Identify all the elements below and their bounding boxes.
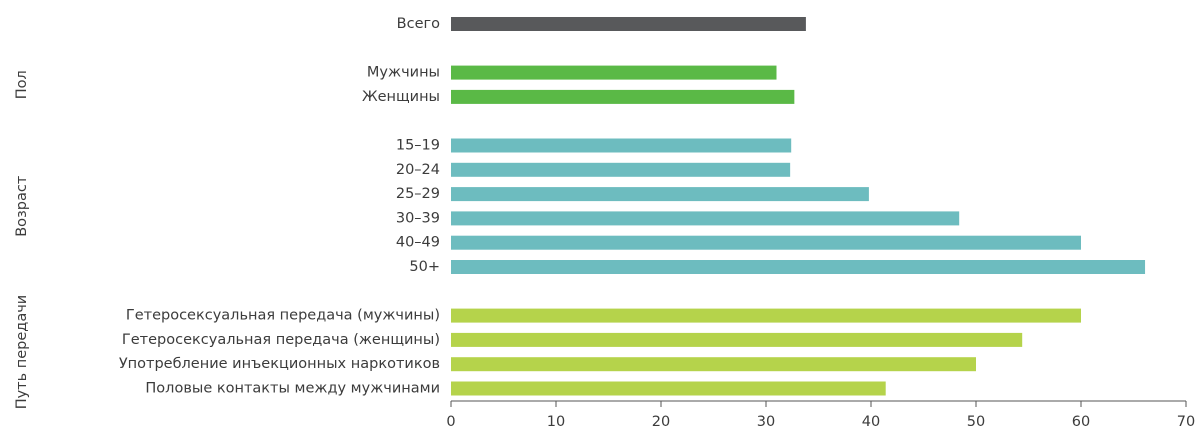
x-tick-label: 70 (1177, 414, 1195, 430)
bar (451, 187, 869, 202)
bar (451, 17, 806, 31)
x-tick-label: 40 (862, 414, 880, 430)
category-label: Гетеросексуальная передача (женщины) (122, 332, 440, 348)
group-label: Путь передачи (14, 295, 30, 410)
bar (451, 65, 777, 80)
x-tick-label: 10 (547, 414, 565, 430)
bar (451, 138, 792, 153)
category-label: Мужчины (367, 65, 440, 81)
bar (451, 211, 960, 226)
category-label: Женщины (362, 89, 440, 105)
category-label: Употребление инъекционных наркотиков (119, 356, 440, 372)
category-label: 25–29 (396, 186, 440, 202)
bar (451, 235, 1081, 250)
category-label: Всего (397, 16, 440, 32)
bar (451, 332, 1023, 347)
category-label: Половые контакты между мужчинами (145, 381, 440, 397)
category-label: Гетеросексуальная передача (мужчины) (126, 308, 440, 324)
category-label: 15–19 (396, 138, 440, 154)
x-tick-label: 0 (446, 414, 455, 430)
category-label: 30–39 (396, 210, 440, 226)
bar (451, 89, 795, 104)
x-tick-label: 60 (1072, 414, 1090, 430)
group-label: Пол (14, 70, 30, 99)
group-label: Возраст (14, 175, 30, 237)
x-tick-label: 30 (757, 414, 775, 430)
bar (451, 381, 886, 396)
x-tick-label: 20 (652, 414, 670, 430)
x-tick-label: 50 (967, 414, 985, 430)
bar (451, 308, 1081, 323)
category-label: 40–49 (396, 235, 440, 251)
bar (451, 162, 791, 177)
category-label: 50+ (409, 259, 440, 275)
bar (451, 357, 976, 372)
category-label: 20–24 (396, 162, 440, 178)
bar (451, 260, 1146, 274)
